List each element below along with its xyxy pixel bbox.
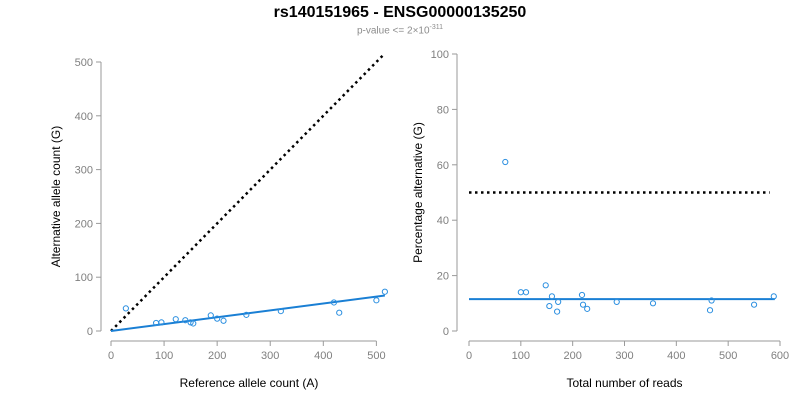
panel1-data-point: [220, 317, 227, 324]
panel1-x-tick-label: 300: [261, 350, 279, 362]
panel1-x-tick-label: 500: [367, 350, 385, 362]
panel1-reference-line: [110, 53, 386, 332]
panel1-y-tick-label: 300: [75, 165, 93, 177]
panel1-x-axis-title: Reference allele count (A): [180, 376, 319, 390]
panel2-data-point: [579, 301, 587, 308]
panel1-y-tick-label: 0: [87, 326, 93, 338]
panel1-x-tick-label: 400: [314, 350, 332, 362]
panel2-data-point: [542, 282, 549, 289]
panel2-x-tick-label: 600: [771, 350, 789, 362]
panel1-data-point: [190, 320, 197, 327]
panel1-data-point: [336, 309, 343, 316]
panel1-x-tick-label: 0: [108, 350, 114, 362]
panel2-data-point: [613, 298, 620, 306]
panel2-x-tick-label: 0: [466, 350, 472, 362]
panel2-data-point: [584, 305, 591, 312]
panel2-x-tick-label: 200: [563, 350, 581, 362]
panel2-y-tick-label: 0: [443, 326, 449, 338]
panel2-data-point: [502, 158, 509, 166]
subtitle-prefix: p-value <= 2×10: [356, 25, 430, 37]
panel2-data-point: [770, 293, 777, 300]
panel2-data-point: [517, 289, 524, 296]
panel1-data-point: [158, 319, 165, 326]
subtitle-exponent: -311: [429, 24, 444, 31]
panel2-data-point: [750, 301, 758, 308]
panel1-data-point: [330, 299, 338, 306]
panel2-y-tick-label: 40: [437, 215, 449, 227]
panel1-data-point: [277, 307, 284, 315]
panel2-y-tick-label: 80: [437, 104, 449, 116]
panel2-y-tick-label: 20: [437, 271, 449, 283]
panel2-data-point: [649, 300, 657, 307]
panel1-y-tick-label: 100: [75, 272, 93, 284]
panel1-y-tick-label: 400: [75, 111, 93, 123]
panel1-y-axis-title: Alternative allele count (G): [49, 126, 63, 267]
panel1-y-tick-label: 200: [75, 218, 93, 230]
panel1-data-point: [214, 315, 221, 322]
panel2-x-tick-label: 400: [667, 350, 685, 362]
panel2-x-tick-label: 100: [512, 350, 530, 362]
panel2-data-point: [706, 307, 714, 314]
panel1-data-point: [207, 312, 214, 319]
panel1-x-tick-label: 100: [155, 350, 173, 362]
panel2-y-tick-label: 100: [431, 49, 449, 61]
panel1-data-point: [381, 288, 388, 295]
panel1-y-tick-label: 500: [75, 57, 93, 69]
panel2-data-point: [546, 302, 553, 310]
chart-subtitle: p-value <= 2×10-311: [0, 24, 800, 36]
panel2-y-axis-title: Percentage alternative (G): [411, 122, 425, 263]
panel1-data-point: [182, 317, 189, 324]
panel2-x-tick-label: 300: [615, 350, 633, 362]
panel1-x-tick-label: 200: [208, 350, 226, 362]
panel2-x-tick-label: 500: [719, 350, 737, 362]
panel1-data-point: [122, 305, 129, 312]
panel1-data-point: [373, 297, 380, 304]
panel2-x-axis-title: Total number of reads: [566, 376, 682, 390]
panel2-data-point: [522, 289, 530, 296]
panel2-data-point: [708, 297, 715, 304]
panel2-data-point: [578, 291, 586, 299]
panel2-data-point: [555, 298, 562, 306]
panel1-data-point: [243, 311, 250, 318]
panel2-data-point: [548, 293, 556, 300]
panel2-y-tick-label: 60: [437, 160, 449, 172]
chart-title: rs140151965 - ENSG00000135250: [273, 4, 527, 21]
panel2-data-point: [554, 308, 561, 315]
panel1-data-point: [172, 316, 179, 323]
